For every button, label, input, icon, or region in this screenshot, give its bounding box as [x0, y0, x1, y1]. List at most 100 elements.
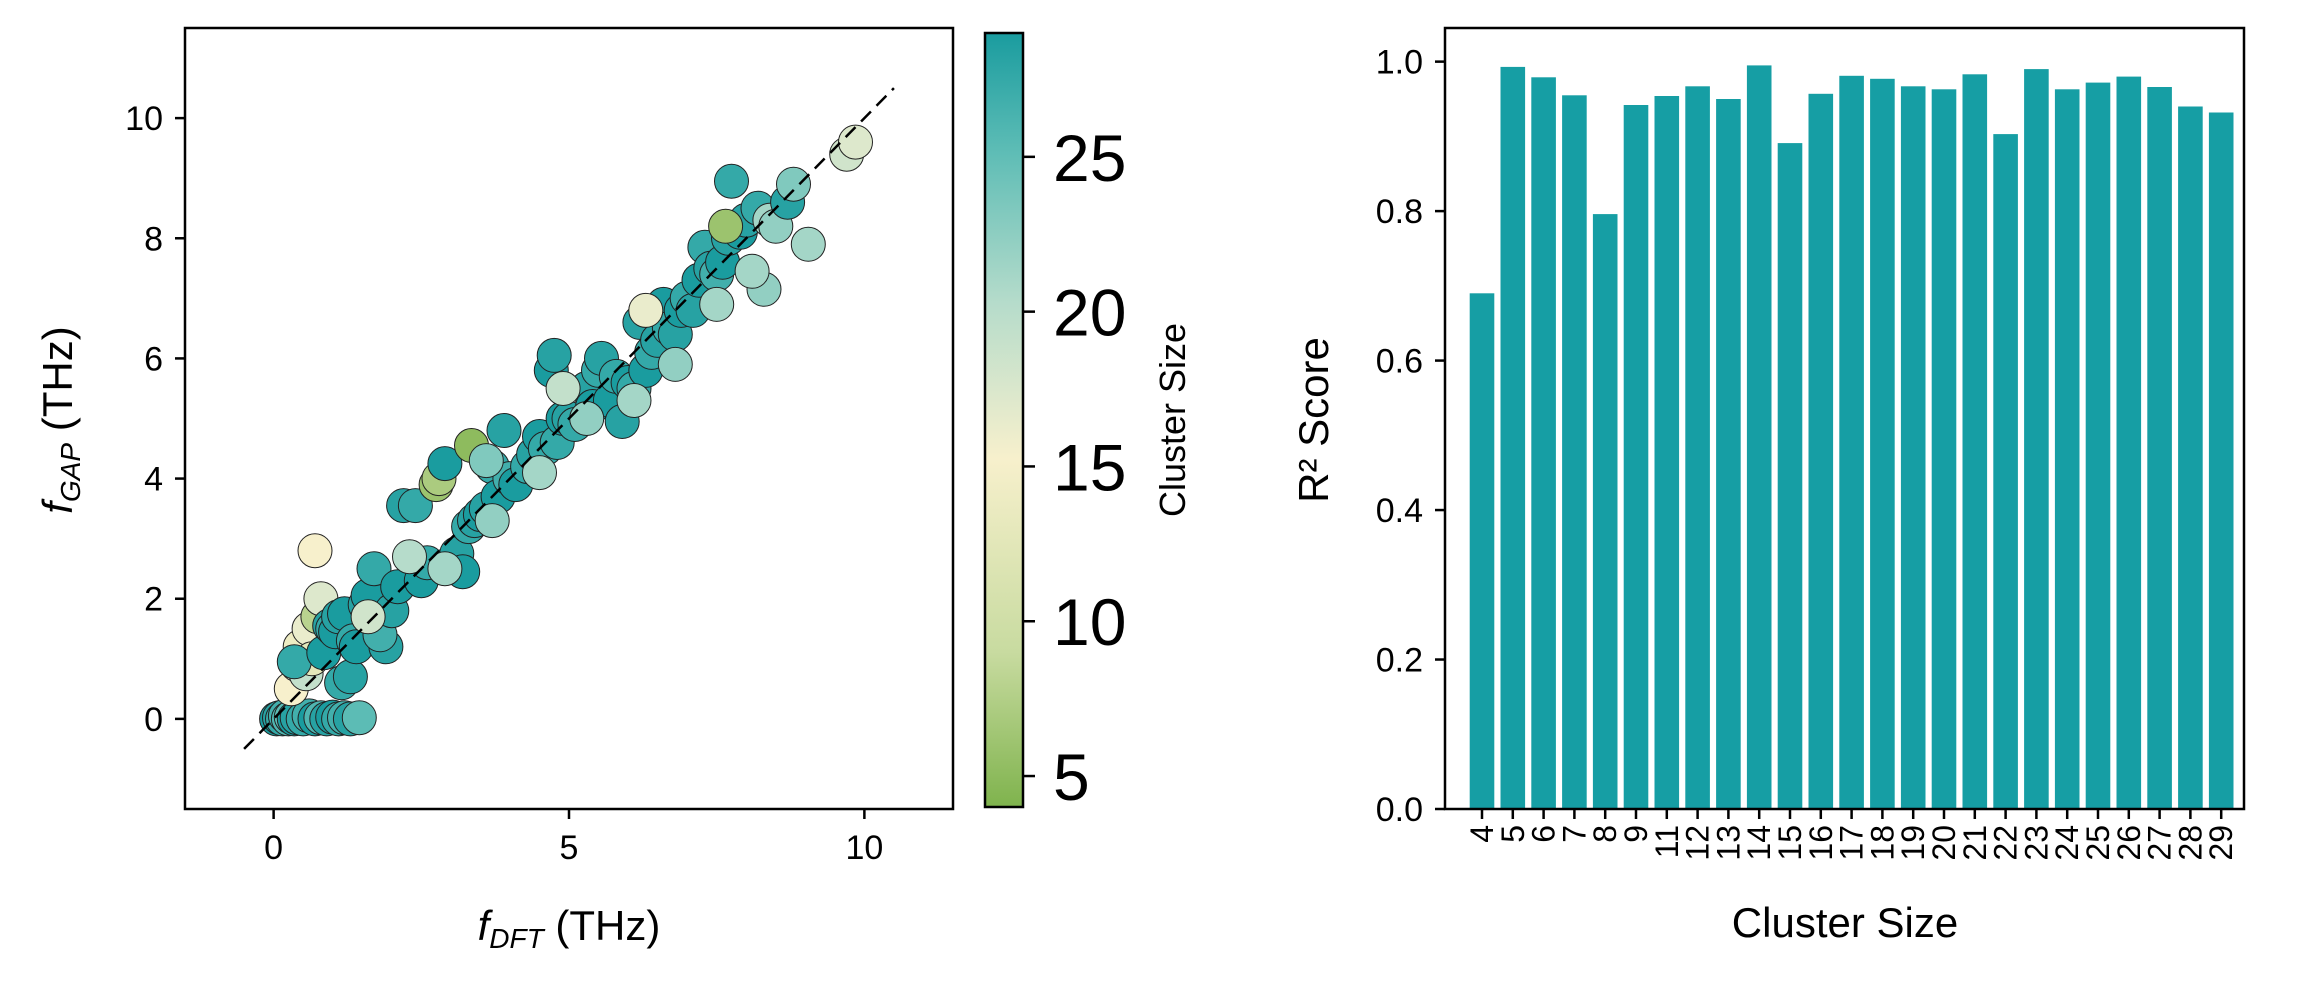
- scatter-point: [708, 208, 744, 244]
- scatter-point: [392, 539, 427, 575]
- bar: [1931, 89, 1957, 810]
- bar: [1562, 95, 1587, 810]
- bar-x-tick-label: 4: [1464, 825, 1500, 843]
- scatter-point: [628, 292, 664, 328]
- scatter-y-ticks: 0 2 4 6 8 10: [125, 100, 185, 739]
- scatter-point: [616, 383, 652, 418]
- bar: [1469, 293, 1495, 809]
- scatter-point: [427, 551, 463, 587]
- bar-x-ticks: 4567891112131415161718192021222324252627…: [1464, 809, 2239, 861]
- bar: [1623, 105, 1649, 809]
- colorbar-tick-label: 10: [1053, 585, 1126, 659]
- bar-x-tick-label: 22: [1988, 825, 2024, 861]
- bar-y-tick-label: 0.4: [1376, 492, 1423, 530]
- bar: [1746, 65, 1772, 809]
- bar: [1962, 74, 1988, 810]
- bar-y-tick-label: 0.0: [1376, 791, 1423, 829]
- bar-x-tick-label: 11: [1649, 825, 1685, 858]
- bar-y-tick-label: 0.6: [1376, 343, 1423, 381]
- bar-x-tick-label: 28: [2172, 825, 2208, 861]
- bar-x-tick-label: 5: [1495, 825, 1531, 843]
- colorbar-tick-label: 5: [1053, 740, 1090, 814]
- bar: [2024, 69, 2049, 810]
- colorbar-tick-label: 25: [1053, 121, 1126, 195]
- bar-x-tick-label: 23: [2018, 825, 2054, 861]
- scatter-point: [790, 226, 826, 262]
- scatter-point: [341, 700, 377, 736]
- bar: [1777, 143, 1803, 810]
- scatter-point: [569, 401, 605, 436]
- bar: [1500, 66, 1526, 809]
- colorbar-tick-label: 20: [1053, 276, 1126, 350]
- scatter-point: [468, 443, 504, 479]
- bar: [1531, 77, 1556, 810]
- scatter-point: [536, 337, 572, 373]
- scatter-point: [276, 644, 312, 680]
- bar-x-tick-label: 17: [1834, 825, 1870, 861]
- bar-x-tick-label: 19: [1895, 825, 1931, 861]
- bar-x-tick-label: 7: [1556, 825, 1592, 843]
- colorbar-label: Cluster Size: [1152, 323, 1193, 517]
- bar-y-tick-label: 1.0: [1376, 44, 1423, 82]
- scatter-point: [657, 346, 693, 382]
- bar-x-tick-label: 21: [1957, 825, 1993, 861]
- scatter-point: [838, 124, 873, 160]
- bar: [1685, 86, 1710, 810]
- bar-x-tick-label: 15: [1772, 825, 1808, 861]
- bar-x-tick-label: 13: [1710, 825, 1746, 861]
- y-tick-label: 8: [144, 220, 163, 258]
- bar-x-tick-label: 12: [1680, 825, 1716, 861]
- bar-x-axis-label: Cluster Size: [1732, 899, 1958, 946]
- bar: [1870, 78, 1895, 810]
- scatter-y-axis-label: fGAP (THz): [34, 326, 86, 513]
- bar: [2208, 112, 2234, 809]
- scatter-point: [356, 551, 392, 587]
- bar-x-tick-label: 29: [2203, 825, 2239, 861]
- y-tick-label: 6: [144, 340, 163, 378]
- scatter-point: [474, 503, 510, 539]
- bar-chart: 0.00.20.40.60.81.0 456789111213141516171…: [1290, 26, 2246, 946]
- bar-x-tick-label: 8: [1587, 825, 1623, 843]
- scatter-point: [699, 286, 735, 322]
- x-tick-label: 10: [845, 829, 883, 867]
- colorbar-gradient: [983, 31, 1025, 809]
- bar-x-tick-label: 16: [1803, 825, 1839, 861]
- bar: [1839, 75, 1864, 810]
- bar: [2054, 89, 2080, 810]
- scatter-point: [776, 166, 811, 202]
- bar: [2178, 106, 2203, 809]
- bars: [1469, 65, 2234, 810]
- bar-x-tick-label: 20: [1926, 825, 1962, 861]
- scatter-point: [734, 253, 770, 289]
- scatter-point: [714, 163, 749, 199]
- colorbar-ticks: 5 10 15 20 25: [1023, 121, 1126, 814]
- bar: [1654, 96, 1680, 809]
- scatter-plot: 0 5 10 0 2 4 6 8 10 fDFT (THz) fGAP (THz): [34, 26, 955, 954]
- x-tick-label: 5: [560, 829, 579, 867]
- scatter-point: [350, 599, 386, 635]
- bar-x-tick-label: 14: [1741, 825, 1777, 861]
- scatter-point: [332, 659, 368, 695]
- bar-x-tick-label: 6: [1526, 825, 1562, 843]
- bar-x-tick-label: 26: [2111, 825, 2147, 861]
- scatter-x-ticks: 0 5 10: [264, 809, 883, 867]
- bar: [1808, 93, 1834, 810]
- scatter-x-axis-label: fDFT (THz): [478, 902, 661, 954]
- bar-y-tick-label: 0.2: [1376, 642, 1423, 680]
- bar-x-tick-label: 24: [2049, 825, 2085, 861]
- bar-axes-frame: [1443, 26, 2246, 811]
- bar-x-tick-label: 18: [1864, 825, 1900, 861]
- y-tick-label: 2: [144, 581, 163, 619]
- bar: [2085, 82, 2111, 810]
- bar: [1900, 86, 1926, 810]
- bar-x-tick-label: 9: [1618, 825, 1654, 843]
- bar: [1716, 99, 1741, 809]
- scatter-point: [427, 446, 463, 482]
- scatter-point: [486, 413, 522, 448]
- colorbar: 5 10 15 20 25 Cluster Size: [983, 31, 1193, 814]
- colorbar-tick-label: 15: [1053, 430, 1126, 504]
- bar: [1592, 214, 1618, 810]
- bar: [1993, 134, 2018, 810]
- bar-y-tick-label: 0.8: [1376, 193, 1423, 231]
